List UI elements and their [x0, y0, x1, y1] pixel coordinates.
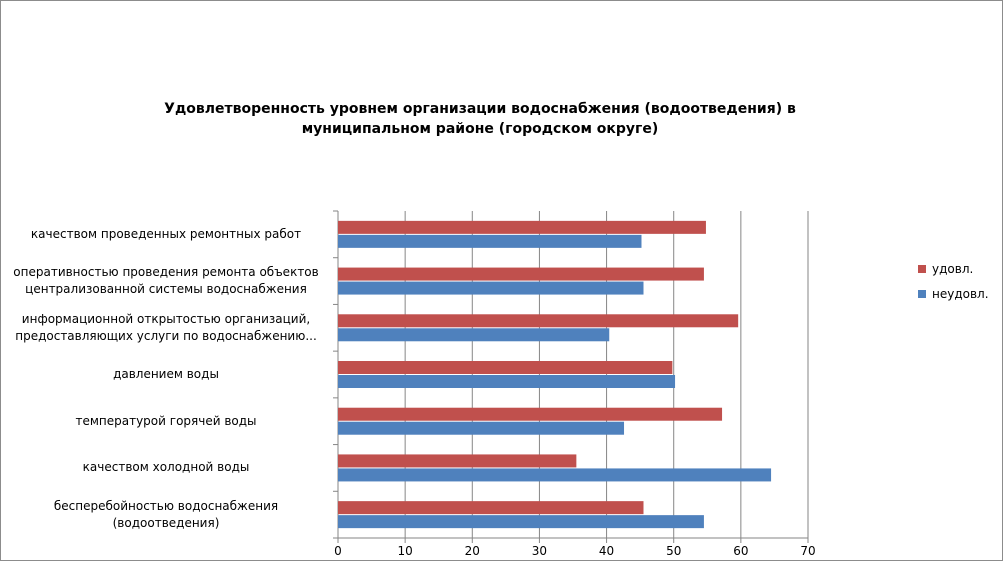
bar-neudovl: [338, 421, 625, 435]
legend-swatch: [918, 289, 926, 298]
x-tick-label: 30: [532, 544, 547, 558]
x-tick-label: 50: [666, 544, 681, 558]
legend-swatch: [918, 264, 926, 273]
x-tick-label: 10: [398, 544, 413, 558]
category-label: информационной открытостью организаций, п…: [10, 311, 322, 345]
bar-udovl: [338, 361, 673, 374]
category-label-line: предоставляющих услуги по водоснабжению.…: [15, 328, 317, 343]
bar-udovl: [338, 501, 644, 515]
category-label-line: оперативностью проведения ремонта объект…: [13, 265, 319, 280]
bar-udovl: [338, 267, 704, 281]
legend: удовл. неудовл.: [918, 260, 989, 310]
x-tick-label: 20: [465, 544, 480, 558]
bar-udovl: [338, 220, 706, 234]
legend-item: удовл.: [918, 260, 989, 277]
category-label-line: качеством холодной воды: [82, 460, 250, 475]
bar-neudovl: [338, 468, 772, 482]
legend-item: неудовл.: [918, 285, 989, 302]
chart-title: Удовлетворенность уровнем организации во…: [164, 101, 796, 137]
category-label: качеством холодной воды: [10, 459, 322, 476]
category-label-line: качеством проведенных ремонтных работ: [30, 226, 302, 241]
category-label-line: температурой горячей воды: [75, 413, 257, 428]
legend-label: удовл.: [932, 261, 974, 276]
legend-label: неудовл.: [932, 286, 989, 301]
category-label: качеством проведенных ремонтных работ: [10, 226, 322, 243]
bar-neudovl: [338, 328, 610, 342]
category-label-line: (водоотведения): [112, 515, 220, 530]
category-label-line: бесперебойностью водоснабжения: [53, 498, 279, 513]
bar-udovl: [338, 454, 577, 468]
x-tick-label: 0: [334, 544, 342, 558]
bar-neudovl: [338, 234, 642, 248]
x-tick-label: 40: [599, 544, 614, 558]
bar-udovl: [338, 407, 723, 421]
category-label: температурой горячей воды: [10, 413, 322, 430]
category-label-line: централизованной системы водоснабжения: [25, 282, 307, 297]
category-label: бесперебойностью водоснабжения (водоотвед…: [10, 498, 322, 532]
bar-neudovl: [338, 281, 644, 295]
category-label: оперативностью проведения ремонта объект…: [10, 264, 322, 298]
category-label-line: давлением воды: [113, 367, 219, 381]
x-tick-label: 70: [800, 544, 815, 558]
category-label-line: информационной открытостью организаций,: [21, 311, 311, 326]
bar-neudovl: [338, 375, 676, 388]
x-tick-label: 60: [733, 544, 748, 558]
bar-neudovl: [338, 515, 704, 529]
bar-udovl: [338, 314, 739, 328]
category-label: давлением воды: [10, 366, 322, 383]
